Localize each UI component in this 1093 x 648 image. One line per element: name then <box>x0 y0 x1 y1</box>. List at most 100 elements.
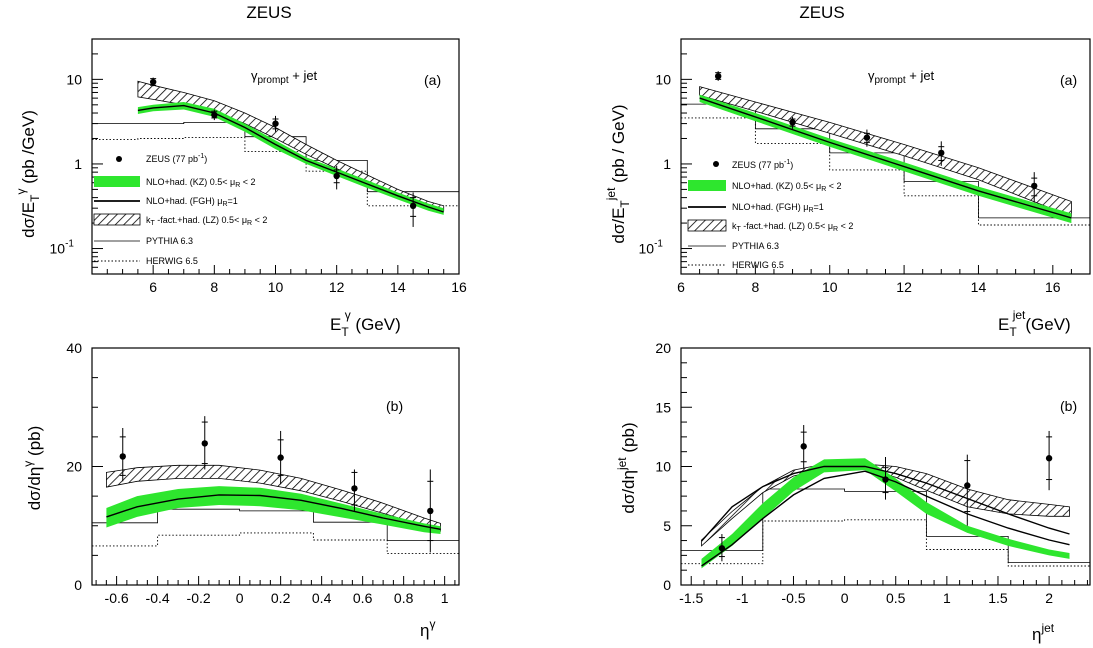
p3-y-tick-label: 40 <box>66 340 82 356</box>
p3-x-tick-label: 0.8 <box>394 590 414 606</box>
p2-data-point <box>789 119 796 126</box>
legend-kt-label: kT -fact.+had. (LZ) 0.5< μR < 2 <box>146 215 267 227</box>
p1-x-axis-title: ETγ (GeV) <box>330 308 401 339</box>
p2-nlo-fgh-line <box>699 97 1072 219</box>
p1-x-tick-label: 6 <box>149 279 157 295</box>
p2-data-point <box>863 134 871 141</box>
p4-data-point <box>1045 455 1053 462</box>
panel-label-b-right: (b) <box>1060 398 1077 414</box>
panel-eta-gamma: -0.6 -0.4 -0.2 0 0.2 0.4 0.6 0.8 1 0 20 40 (b) dσ/d… <box>21 340 460 640</box>
p4-y-tick-label: 5 <box>663 518 671 534</box>
p1-plot-layer: 6 8 10 12 14 16 10-1 1 10 <box>50 38 467 295</box>
legend-kt-swatch <box>93 213 141 226</box>
legend-nlo-kz-swatch <box>688 180 726 191</box>
p1-x-tick-label: 8 <box>210 279 218 295</box>
p1-x-tick-label: 12 <box>329 279 345 295</box>
p3-data-point <box>201 440 208 447</box>
p3-x-tick-label: -0.6 <box>105 590 129 606</box>
p1-nlo-fgh-line <box>137 104 444 213</box>
p2-x-tick-label: 12 <box>896 279 912 295</box>
legend-pythia-label: PYTHIA 6.3 <box>732 241 779 251</box>
p2-x-tick-label: 6 <box>677 279 685 295</box>
p2-x-axis-title: ETjet(GeV) <box>998 308 1071 339</box>
p1-y-tick-label: 1 <box>74 156 82 172</box>
legend-nlo-fgh-label: NLO+had. (FGH) μR=1 <box>732 202 824 214</box>
p1-x-tick-label: 10 <box>268 279 284 295</box>
p4-y-tick-label: 10 <box>655 459 671 475</box>
legend-zeus-marker <box>116 156 122 162</box>
legend-zeus-marker <box>713 161 719 167</box>
p3-data-point <box>277 454 284 461</box>
panel-label-a: (a) <box>424 72 441 88</box>
p2-y-tick-label: 10-1 <box>639 239 664 257</box>
p4-data-point <box>800 443 807 450</box>
legend-nlo-kz-swatch <box>94 176 140 187</box>
p3-x-tick-label: 0.2 <box>271 590 291 606</box>
p4-x-axis-title: ηjet <box>1032 621 1055 644</box>
p4-x-tick-label: 1.5 <box>988 590 1008 606</box>
p2-x-tick-label: 14 <box>971 279 987 295</box>
p4-nlo-fgh-line-2 <box>700 465 1070 542</box>
p2-x-tick-label: 10 <box>822 279 838 295</box>
p1-y-axis-title: dσ/ETγ (pb /GeV) <box>14 110 42 238</box>
p2-y-tick-label: 10 <box>655 71 671 87</box>
p1-data-point <box>409 202 417 210</box>
p4-y-tick-label: 15 <box>655 399 671 415</box>
left-figure-title: ZEUS <box>246 3 291 22</box>
p2-y-axis-title: dσ/ETjet (pb / GeV) <box>604 104 632 243</box>
legend-kt-swatch <box>687 219 727 232</box>
p4-x-tick-label: -1.5 <box>679 590 703 606</box>
p2-y-tick-label: 1 <box>663 156 671 172</box>
p1-data-point <box>272 120 279 127</box>
p3-plot-layer: -0.6 -0.4 -0.2 0 0.2 0.4 0.6 0.8 1 0 20 40 <box>66 340 460 606</box>
p4-data-point <box>964 482 971 489</box>
p4-nlo-fgh-line <box>701 470 1070 567</box>
legend-zeus-label: ZEUS (77 pb-1) <box>732 159 793 170</box>
p4-x-tick-label: 2 <box>1045 590 1053 606</box>
p1-data-point <box>211 111 218 119</box>
p2-x-tick-label: 16 <box>1045 279 1061 295</box>
process-label: γprompt + jet <box>251 68 318 86</box>
p3-data-point <box>427 507 434 515</box>
legend: ZEUS (77 pb-1) NLO+had. (KZ) 0.5< μR < 2… <box>93 153 267 266</box>
p4-y-tick-label: 0 <box>663 577 671 593</box>
p3-x-tick-label: 0.4 <box>312 590 332 606</box>
legend-nlo-kz-label: NLO+had. (KZ) 0.5< μR < 2 <box>146 177 256 189</box>
process-label-right: γprompt + jet <box>868 68 935 86</box>
legend-nlo-kz-label: NLO+had. (KZ) 0.5< μR < 2 <box>732 181 842 193</box>
p3-y-axis-title: dσ/dηγ (pb) <box>21 426 44 511</box>
p3-nlo-fgh-line <box>106 494 441 530</box>
p1-y-tick-label: 10 <box>66 71 82 87</box>
p1-x-tick-label: 14 <box>390 279 406 295</box>
p3-y-tick-label: 0 <box>74 577 82 593</box>
p1-kt-lz-band <box>137 80 445 212</box>
p1-y-tick-label: 10-1 <box>50 239 75 257</box>
panel-label-a-right: (a) <box>1060 72 1077 88</box>
p3-pythia-histogram <box>92 508 459 541</box>
panel-label-b: (b) <box>386 398 403 414</box>
p2-data-point <box>1031 182 1038 190</box>
p3-data-point <box>119 453 126 460</box>
panel-et-gamma: 6 8 10 12 14 16 10-1 1 10 (a) γprompt + jet ZEUS… <box>14 38 467 339</box>
p4-x-tick-label: -0.5 <box>781 590 805 606</box>
p3-herwig-histogram <box>92 532 459 555</box>
p3-plot-frame <box>91 347 460 586</box>
p4-x-tick-label: -1 <box>736 590 749 606</box>
p1-pythia-histogram <box>92 122 459 193</box>
p4-nlo-kz-band <box>701 458 1070 569</box>
legend-herwig-label: HERWIG 6.5 <box>732 260 784 270</box>
right-figure-title: ZEUS <box>799 3 844 22</box>
p4-x-tick-label: 1 <box>943 590 951 606</box>
panel-et-jet: 6 8 10 12 14 16 10-1 1 10 (a) γprompt + jet ZEUS… <box>604 38 1091 339</box>
p3-x-tick-label: 0 <box>236 590 244 606</box>
p4-data-point <box>718 545 726 552</box>
p3-x-tick-label: -0.4 <box>146 590 170 606</box>
legend-right: ZEUS (77 pb-1) NLO+had. (KZ) 0.5< μR < 2… <box>687 159 853 270</box>
p2-data-point <box>938 149 945 157</box>
p4-data-point <box>882 476 889 483</box>
p2-data-point <box>714 72 722 80</box>
p3-x-axis-title: ηγ <box>420 617 435 640</box>
